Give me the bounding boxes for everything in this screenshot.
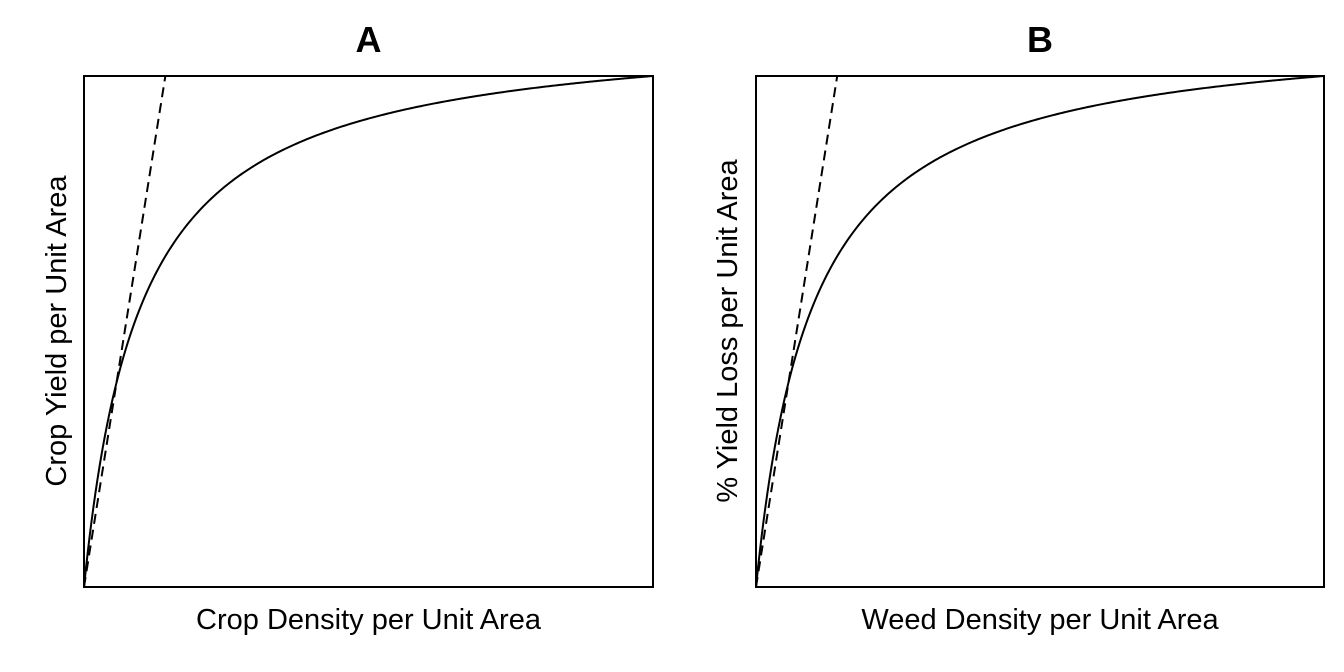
panel-b-series xyxy=(755,75,1325,588)
panel-a: A Crop Yield per Unit Area Crop Density … xyxy=(41,19,654,636)
panel-a-plot-frame xyxy=(83,75,654,588)
panel-b-yield-curve xyxy=(755,75,1325,588)
panel-a-initial-slope-line xyxy=(83,75,167,588)
panel-a-y-axis-label: Crop Yield per Unit Area xyxy=(41,175,73,487)
panel-a-x-axis-label: Crop Density per Unit Area xyxy=(196,604,542,636)
panel-a-title: A xyxy=(356,19,382,60)
panel-b-plot-frame xyxy=(755,75,1325,588)
panel-b-title: B xyxy=(1027,19,1053,60)
panel-b: B % Yield Loss per Unit Area Weed Densit… xyxy=(712,19,1325,636)
panel-b-initial-slope-line xyxy=(755,75,839,588)
panel-a-series xyxy=(83,75,654,588)
panel-b-y-axis-label: % Yield Loss per Unit Area xyxy=(712,158,744,502)
panel-a-yield-curve xyxy=(83,75,654,588)
panel-b-x-axis-label: Weed Density per Unit Area xyxy=(861,604,1219,636)
